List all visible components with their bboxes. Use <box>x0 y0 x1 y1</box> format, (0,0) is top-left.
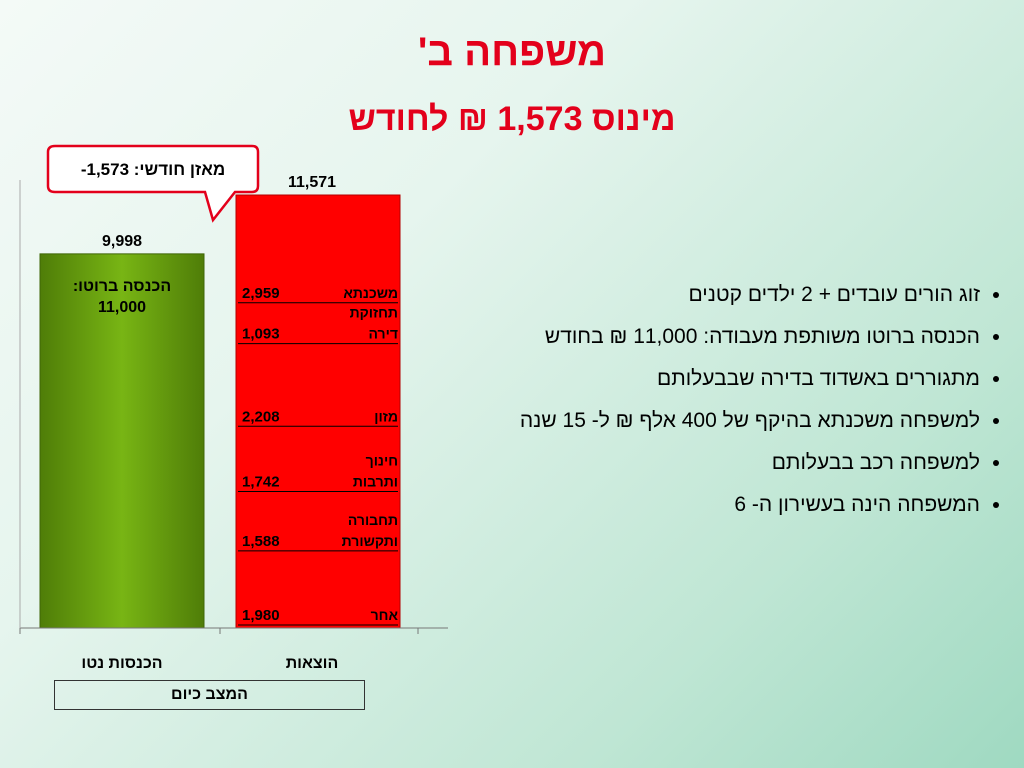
facts-list: זוג הורים עובדים + 2 ילדים קטנים הכנסה בר… <box>420 280 1002 532</box>
segment-name-label: ותקשורת <box>342 533 398 549</box>
segment-name-label: תחבורה <box>348 512 398 528</box>
balance-callout: מאזן חודשי: 1,573- <box>46 144 260 223</box>
category-label: הוצאות <box>286 655 339 672</box>
slide-title: משפחה ב' <box>417 30 607 74</box>
segment-name-label: מזון <box>374 408 398 424</box>
category-label: הכנסות נטו <box>81 655 162 672</box>
segment-name-label: אחר <box>371 607 399 623</box>
income-inner-label: 11,000 <box>98 299 146 316</box>
plot-area: 9,998 הכנסה ברוטו: 11,000 11,571 1,980 אחר 1,5… <box>39 174 401 629</box>
segment-name-label: חינוך <box>366 452 398 468</box>
fact-item: למשפחה רכב בבעלותם <box>420 448 980 478</box>
segment-name-label: תחזוקת <box>350 305 398 321</box>
segment-value-label: 2,959 <box>242 285 280 302</box>
fact-item: מתגוררים באשדוד בדירה שבבעלותם <box>420 364 980 394</box>
segment-name-label: ותרבות <box>353 473 398 489</box>
segment-name-label: דירה <box>369 326 398 342</box>
expenses-bar <box>235 194 401 629</box>
slide-subtitle: מינוס 1,573 ₪ לחודש <box>348 100 676 138</box>
current-status-box: המצב כיום <box>54 680 365 710</box>
segment-value-label: 1,588 <box>242 533 280 550</box>
segment-value-label: 1,742 <box>242 473 280 490</box>
segment-value-label: 2,208 <box>242 408 280 425</box>
expenses-total-label: 11,571 <box>288 174 336 191</box>
segment-value-label: 1,093 <box>242 326 280 343</box>
x-axis: הכנסות נטו הוצאות <box>19 180 448 672</box>
fact-item: המשפחה הינה בעשירון ה- 6 <box>420 490 980 520</box>
fact-item: הכנסה ברוטו משותפת מעבודה: 11,000 ₪ בחוד… <box>420 322 980 352</box>
fact-item: למשפחה משכנתא בהיקף של 400 אלף ₪ ל- 15 ש… <box>420 406 980 436</box>
income-inner-label: הכנסה ברוטו: <box>73 278 171 295</box>
income-bar <box>39 253 205 629</box>
fact-item: זוג הורים עובדים + 2 ילדים קטנים <box>420 280 980 310</box>
segment-name-label: משכנתא <box>343 285 398 301</box>
callout-text: מאזן חודשי: 1,573- <box>81 160 225 179</box>
segment-value-label: 1,980 <box>242 607 280 624</box>
income-value-label: 9,998 <box>102 233 142 250</box>
